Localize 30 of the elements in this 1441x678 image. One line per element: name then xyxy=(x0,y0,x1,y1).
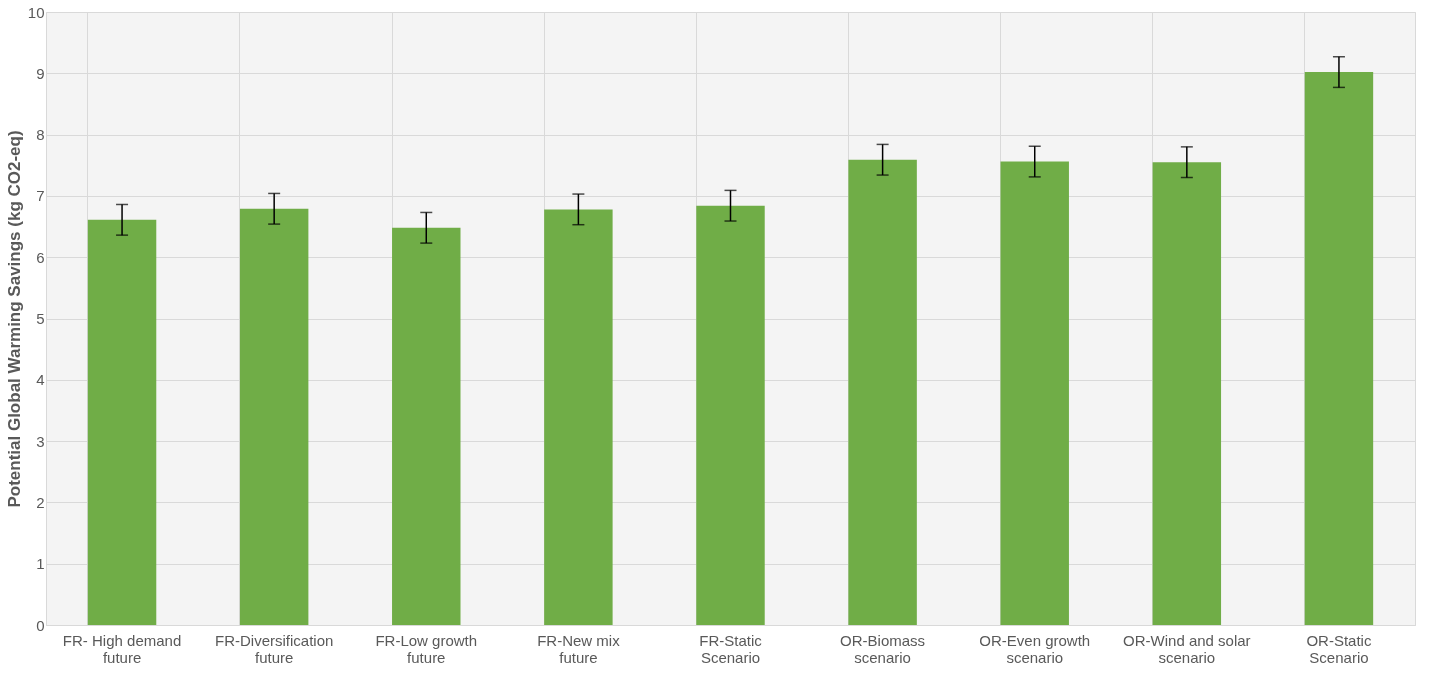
x-tick-label: OR-Biomass scenario xyxy=(840,631,926,666)
y-tick-label: 10 xyxy=(27,3,45,21)
y-tick-label: 3 xyxy=(36,432,45,450)
y-tick-label: 0 xyxy=(36,616,45,634)
y-tick-label: 2 xyxy=(36,493,45,511)
bar xyxy=(1000,161,1069,625)
x-tick-label: FR-Static Scenario xyxy=(699,631,763,666)
x-tick-label: OR-Even growth scenario xyxy=(979,631,1091,666)
y-tick-label: 4 xyxy=(36,371,45,389)
bar xyxy=(392,227,461,625)
y-axis-title: Potential Global Warming Savings (kg CO2-eq) xyxy=(4,130,24,508)
x-tick-label: OR-Wind and solar scenario xyxy=(1123,631,1251,666)
y-tick-label: 1 xyxy=(36,555,45,573)
x-tick-label: FR- High demand future xyxy=(62,631,182,666)
y-tick-label: 9 xyxy=(36,64,45,82)
bar xyxy=(239,208,309,625)
x-tick-label: FR-Low growth future xyxy=(375,631,478,666)
y-tick-label: 7 xyxy=(36,187,45,205)
bar xyxy=(1152,162,1222,625)
x-tick-label: FR-Diversification future xyxy=(214,631,334,666)
y-tick-label: 5 xyxy=(36,310,45,327)
bar xyxy=(87,219,157,625)
y-tick-label: 8 xyxy=(36,126,45,144)
x-tick-label: OR-Static Scenario xyxy=(1306,631,1372,666)
bar xyxy=(544,209,613,625)
bar xyxy=(1304,72,1374,625)
y-tick-label: 6 xyxy=(36,248,45,266)
x-tick-label: FR-New mix future xyxy=(537,631,621,666)
bar xyxy=(696,205,765,625)
bar xyxy=(848,159,917,625)
